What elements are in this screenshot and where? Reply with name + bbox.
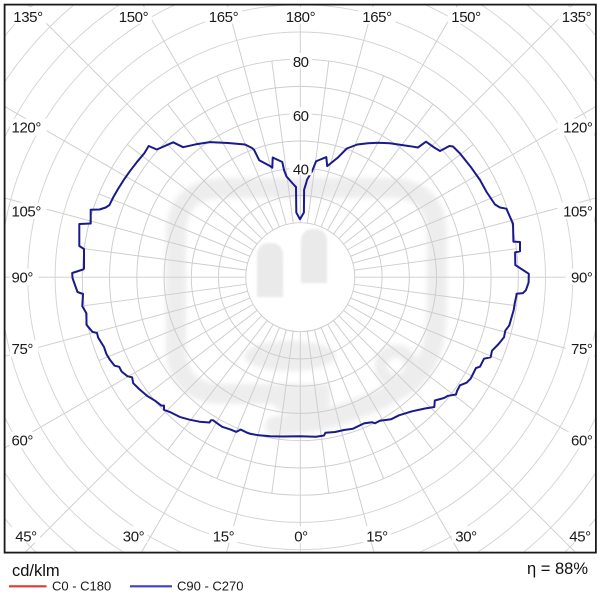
svg-text:165°: 165° (362, 9, 392, 26)
svg-text:75°: 75° (12, 341, 34, 358)
svg-text:135°: 135° (562, 9, 592, 26)
svg-text:60: 60 (293, 108, 309, 125)
svg-text:165°: 165° (209, 9, 239, 26)
svg-text:45°: 45° (15, 529, 37, 546)
svg-text:150°: 150° (119, 9, 149, 26)
svg-text:120°: 120° (563, 120, 593, 137)
svg-text:180°: 180° (286, 9, 316, 26)
svg-text:30°: 30° (123, 529, 145, 546)
svg-text:30°: 30° (455, 529, 477, 546)
svg-text:15°: 15° (213, 529, 235, 546)
svg-text:60°: 60° (12, 433, 34, 450)
svg-text:0°: 0° (294, 529, 308, 546)
svg-text:75°: 75° (571, 341, 593, 358)
svg-text:90°: 90° (12, 269, 34, 286)
svg-text:15°: 15° (366, 529, 388, 546)
svg-text:80: 80 (293, 54, 309, 71)
svg-text:135°: 135° (13, 9, 43, 26)
svg-text:105°: 105° (12, 203, 42, 220)
svg-text:C90 - C270: C90 - C270 (177, 578, 243, 593)
svg-text:60°: 60° (571, 433, 593, 450)
svg-text:90°: 90° (571, 269, 593, 286)
svg-text:40: 40 (293, 161, 309, 178)
svg-text:45°: 45° (569, 529, 591, 546)
svg-text:150°: 150° (451, 9, 481, 26)
svg-text:105°: 105° (563, 203, 593, 220)
svg-text:C0 - C180: C0 - C180 (52, 578, 111, 593)
svg-text:cd/klm: cd/klm (12, 562, 60, 580)
svg-text:120°: 120° (12, 120, 42, 137)
svg-text:η = 88%: η = 88% (527, 560, 588, 578)
